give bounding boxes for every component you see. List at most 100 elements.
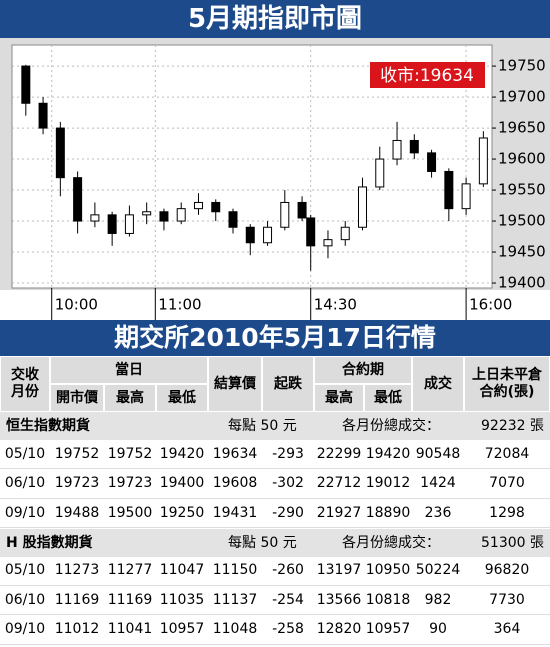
- cell-text: 19012: [365, 475, 411, 491]
- candle-body: [427, 152, 437, 172]
- cell-text: 11047: [159, 562, 205, 578]
- section-total-label: 各月份總成交：: [342, 534, 440, 551]
- cell-text: 19420: [365, 445, 411, 462]
- candle-body: [392, 139, 402, 160]
- table-cell: 12820: [314, 616, 364, 645]
- header-text: 開市價: [56, 389, 98, 406]
- table-cell: 96820: [464, 557, 550, 586]
- candle-body: [159, 211, 169, 222]
- cell-text: -258: [272, 621, 304, 637]
- cell-text: 11150: [212, 562, 258, 578]
- candle-body: [90, 214, 100, 222]
- cell-text: 19723: [107, 475, 153, 491]
- y-tick-label: 19750: [498, 57, 546, 75]
- table-cell: 22712: [314, 470, 364, 499]
- x-tick-label: 14:30: [314, 296, 357, 314]
- header-text: 合約(張): [479, 384, 535, 400]
- y-tick-label: 19400: [498, 274, 546, 292]
- table-cell: 09/10: [0, 499, 50, 528]
- cell-text: 10818: [365, 591, 411, 608]
- table-cell: 11048: [208, 616, 262, 645]
- candle-body: [306, 217, 316, 247]
- candle-body: [478, 137, 488, 185]
- table-cell: 11035: [156, 586, 208, 615]
- header-text: 結算價: [214, 375, 256, 392]
- section-unit: 每點 50 元: [228, 534, 297, 551]
- candle-body: [193, 201, 203, 210]
- y-tick-label: 19550: [498, 181, 546, 199]
- candle-body: [21, 65, 31, 104]
- cell-text: 11273: [54, 562, 100, 578]
- cell-text: 09/10: [4, 504, 46, 521]
- table-cell: 11150: [208, 557, 262, 586]
- header-text: 最低: [374, 389, 402, 406]
- candle-body: [211, 201, 221, 213]
- cell-text: 7070: [489, 475, 525, 491]
- header-cell: 最低: [364, 384, 412, 412]
- cell-text: 19431: [212, 504, 258, 521]
- cell-text: 19250: [159, 504, 205, 521]
- table-cell: 364: [464, 616, 550, 645]
- table-cell: -302: [262, 470, 314, 499]
- cell-text: 05/10: [4, 445, 46, 462]
- table-cell: 10957: [364, 616, 412, 645]
- cell-text: -290: [272, 504, 304, 521]
- y-tick-label: 19500: [498, 212, 546, 230]
- header-cell: 起跌: [262, 356, 314, 412]
- section-total: 92232 張: [481, 418, 544, 434]
- table-cell: 19012: [364, 470, 412, 499]
- candle-body: [245, 226, 255, 244]
- cell-text: 09/10: [4, 621, 46, 637]
- y-tick-label: 19600: [498, 150, 546, 168]
- cell-text: 364: [493, 621, 521, 637]
- cell-text: 22712: [316, 475, 362, 491]
- table-cell: 7730: [464, 586, 550, 615]
- cell-text: 1298: [489, 504, 525, 521]
- candle-body: [228, 211, 238, 228]
- cell-text: 7730: [489, 591, 525, 608]
- table-cell: 06/10: [0, 470, 50, 499]
- x-axis-band: [0, 290, 550, 322]
- cell-text: 19634: [212, 445, 258, 462]
- annotation-box: [370, 62, 485, 88]
- cell-text: 10950: [365, 562, 411, 578]
- table-cell: 10957: [156, 616, 208, 645]
- cell-text: 05/10: [4, 562, 46, 578]
- cell-text: 06/10: [4, 475, 46, 491]
- y-tick-label: 19650: [498, 119, 546, 137]
- table-cell: 13197: [314, 557, 364, 586]
- x-tick-label: 11:00: [158, 296, 201, 314]
- cell-text: 21927: [316, 504, 362, 521]
- header-text: 交收: [11, 367, 39, 383]
- table-cell: 90: [412, 616, 464, 645]
- header-cell: 成交: [412, 356, 464, 412]
- table-cell: 21927: [314, 499, 364, 528]
- section-row: H 股指數期貨 每點 50 元 各月份總成交： 51300 張: [0, 528, 550, 557]
- table-cell: 19752: [104, 440, 156, 469]
- cell-text: 236: [424, 504, 452, 521]
- header-text: 最低: [168, 389, 196, 406]
- table-cell: 11277: [104, 557, 156, 586]
- cell-text: 11277: [107, 562, 153, 578]
- cell-text: 19608: [212, 475, 258, 491]
- x-tick-label: 10:00: [55, 296, 98, 314]
- section-row: 恒生指數期貨 每點 50 元 各月份總成交： 92232 張: [0, 412, 550, 440]
- table-cell: 1298: [464, 499, 550, 528]
- candle-body: [340, 226, 350, 241]
- table-cell: -254: [262, 586, 314, 615]
- table-cell: 13566: [314, 586, 364, 615]
- header-text: 起跌: [274, 375, 302, 392]
- candle-body: [280, 201, 290, 228]
- table-cell: 22299: [314, 440, 364, 469]
- header-cell: 上日未平倉 合約(張): [464, 356, 550, 412]
- candle-body: [38, 102, 48, 129]
- header-cell: 最高: [314, 384, 364, 412]
- table-cell: 11273: [50, 557, 104, 586]
- table-cell: 7070: [464, 470, 550, 499]
- cell-text: 11169: [107, 591, 153, 608]
- candle-body: [297, 201, 307, 219]
- header-text: 月份: [11, 384, 39, 400]
- cell-text: 06/10: [4, 591, 46, 608]
- cell-text: 18890: [365, 504, 411, 521]
